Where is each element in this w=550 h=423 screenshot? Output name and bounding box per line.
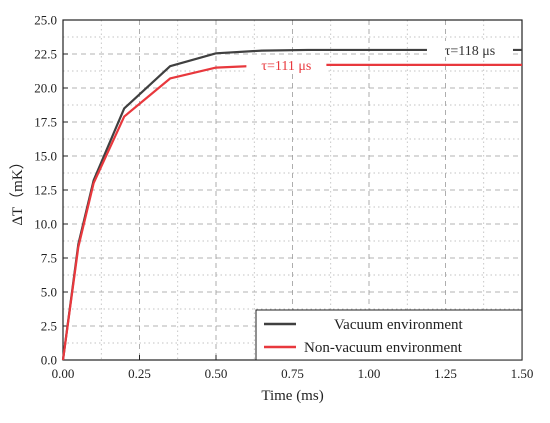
y-tick-label: 15.0 [34,149,57,164]
series-annotation-1: τ=118 μs [445,44,495,59]
x-tick-label: 0.75 [281,366,304,381]
y-tick-label: 7.5 [41,251,57,266]
axis-ticks: 0.00 0.25 0.50 0.75 1.00 1.25 1.50 0.0 2.5 5.0 7.5… [34,13,533,382]
y-tick-label: 5.0 [41,285,57,300]
annotations: τ=118 μs τ=111 μs [246,40,513,74]
x-tick-label: 1.50 [511,366,534,381]
legend: Vacuum environment Non-vacuum environment [255,309,523,361]
x-tick-label: 0.00 [52,366,75,381]
annotation-background [426,40,513,57]
x-tick-label: 1.00 [358,366,381,381]
x-tick-label: 1.25 [434,366,457,381]
x-axis-title: Time (ms) [261,388,323,404]
y-tick-label: 0.0 [41,353,57,368]
y-tick-label: 2.5 [41,319,57,334]
x-tick-label: 0.50 [205,366,228,381]
y-tick-label: 20.0 [34,81,57,96]
annotation-background [246,55,327,72]
y-axis-title: ΔT（mK） [9,154,26,225]
series-lines [61,48,522,361]
y-tick-label: 17.5 [34,115,57,130]
y-tick-label: 25.0 [34,13,57,28]
y-tick-label: 22.5 [34,47,57,62]
legend-box [255,309,523,361]
series-annotation-2: τ=111 μs [261,59,311,74]
y-tick-label: 12.5 [34,183,57,198]
legend-label-2: Non-vacuum environment [304,340,463,356]
y-tick-label: 10.0 [34,217,57,232]
x-tick-label: 0.25 [128,366,151,381]
legend-label-1: Vacuum environment [334,317,464,333]
series-line-2 [61,63,522,361]
